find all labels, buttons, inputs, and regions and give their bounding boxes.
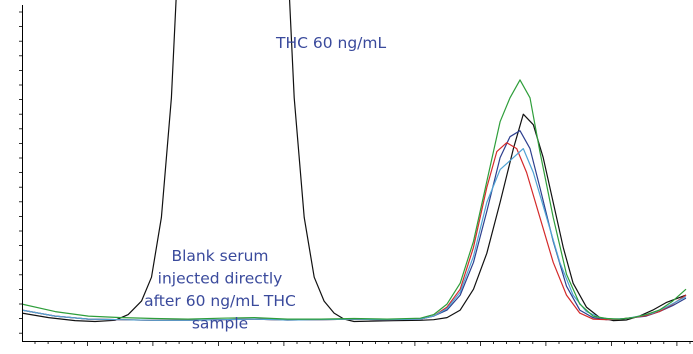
annotation-blank-line: after 60 ng/mL THC: [144, 292, 296, 310]
annotation-blank-line: sample: [192, 315, 248, 333]
series-line-2: [22, 130, 687, 321]
series-traces: [22, 0, 687, 323]
annotations: THC 60 ng/mL Blank serum injected directly…: [144, 34, 386, 333]
annotation-thc-line: THC 60 ng/mL: [275, 34, 387, 52]
axes: [19, 5, 693, 346]
series-line-1: [22, 0, 687, 323]
annotation-blank-line: Blank serum: [171, 247, 268, 265]
annotation-blank: Blank serum injected directly after 60 ng/…: [144, 247, 296, 333]
annotation-thc: THC 60 ng/mL: [275, 34, 387, 52]
series-line-5: [22, 79, 687, 320]
annotation-blank-line: injected directly: [158, 270, 283, 288]
series-line-3: [22, 142, 687, 321]
series-line-4: [22, 148, 687, 321]
